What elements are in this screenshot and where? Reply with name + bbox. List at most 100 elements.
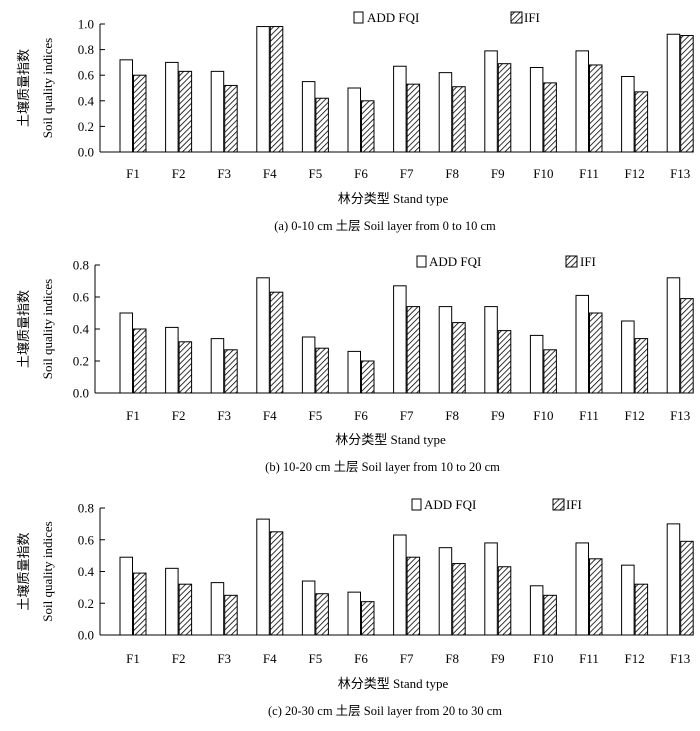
bar-ifi-f12 bbox=[634, 583, 649, 636]
y-tick-label: 0.6 bbox=[78, 68, 95, 83]
bar-ifi-f13 bbox=[680, 298, 694, 394]
bar-ifi-f13 bbox=[680, 540, 694, 636]
x-tick-label-f7: F7 bbox=[400, 408, 414, 423]
legend-swatch-add-fqi bbox=[411, 498, 422, 511]
bar-add-fqi-f13 bbox=[666, 33, 681, 153]
bar-add-fqi-f11 bbox=[575, 542, 589, 636]
x-tick-label-f11: F11 bbox=[579, 408, 599, 423]
bar-ifi-f4 bbox=[269, 531, 284, 636]
y-axis-label-en: Soil quality indices bbox=[40, 38, 55, 138]
bar-add-fqi-f10 bbox=[529, 67, 544, 153]
x-tick-label-f13: F13 bbox=[670, 166, 690, 181]
bar-ifi-f4 bbox=[269, 291, 284, 394]
legend-label-ifi: IFI bbox=[580, 254, 596, 269]
bar-add-fqi-f11 bbox=[575, 294, 589, 394]
x-tick-label-f4: F4 bbox=[263, 408, 277, 423]
y-tick-label: 0.8 bbox=[78, 42, 94, 57]
bar-add-fqi-f4 bbox=[256, 518, 270, 636]
bar-add-fqi-f5 bbox=[301, 580, 316, 636]
bar-ifi-f2 bbox=[178, 583, 193, 636]
x-axis-label: 林分类型 Stand type bbox=[338, 676, 449, 691]
bar-add-fqi-f7 bbox=[393, 285, 407, 394]
bar-add-fqi-f3 bbox=[210, 582, 225, 636]
legend-swatch-ifi bbox=[565, 255, 578, 268]
x-tick-label-f8: F8 bbox=[445, 166, 459, 181]
bar-ifi-f10 bbox=[543, 349, 557, 394]
bar-ifi-f7 bbox=[406, 83, 421, 153]
bar-add-fqi-f5 bbox=[301, 81, 316, 153]
y-axis-label-en: Soil quality indices bbox=[40, 279, 55, 379]
x-tick-label-f1: F1 bbox=[126, 166, 140, 181]
bar-add-fqi-f5 bbox=[301, 336, 316, 394]
y-axis-label-cn: 土壤质量指数 bbox=[16, 290, 31, 368]
bar-add-fqi-f1 bbox=[119, 312, 133, 394]
bar-add-fqi-f2 bbox=[165, 567, 179, 636]
bar-add-fqi-f11 bbox=[575, 50, 589, 153]
bar-add-fqi-f10 bbox=[529, 334, 544, 394]
x-tick-label-f5: F5 bbox=[309, 166, 323, 181]
y-tick-label: 0.2 bbox=[73, 354, 89, 369]
bar-add-fqi-f9 bbox=[484, 542, 498, 636]
bar-ifi-f13 bbox=[680, 35, 694, 153]
bar-add-fqi-f2 bbox=[165, 326, 179, 394]
chart-panel-a: 土壤质量指数 Soil quality indices 0.0 0.2 0.4 0.6 0.… bbox=[16, 10, 694, 233]
x-tick-label-f6: F6 bbox=[354, 651, 368, 666]
charts-layer: 土壤质量指数 Soil quality indices 0.0 0.2 0.4 0.6 0.… bbox=[16, 10, 694, 718]
x-tick-label-f6: F6 bbox=[354, 166, 368, 181]
bar-ifi-f3 bbox=[224, 84, 238, 153]
bar-ifi-f1 bbox=[133, 74, 147, 153]
legend-label-add-fqi: ADD FQI bbox=[429, 254, 481, 269]
y-axis-label-cn: 土壤质量指数 bbox=[16, 49, 31, 127]
bar-add-fqi-f8 bbox=[438, 547, 453, 636]
y-tick-label: 0.0 bbox=[73, 386, 89, 401]
legend-swatch-ifi bbox=[552, 498, 565, 511]
legend-swatch-add-fqi bbox=[416, 255, 427, 268]
x-tick-label-f1: F1 bbox=[126, 408, 140, 423]
bar-add-fqi-f2 bbox=[165, 61, 179, 153]
legend-label-ifi: IFI bbox=[566, 497, 582, 512]
x-tick-label-f13: F13 bbox=[670, 408, 690, 423]
bar-ifi-f6 bbox=[361, 601, 375, 636]
bar-add-fqi-f6 bbox=[347, 350, 361, 394]
bar-ifi-f6 bbox=[361, 100, 375, 153]
bar-ifi-f11 bbox=[589, 64, 603, 153]
legend-swatch-add-fqi bbox=[353, 11, 364, 24]
x-axis-label: 林分类型 Stand type bbox=[335, 432, 446, 447]
x-tick-label-f11: F11 bbox=[579, 166, 599, 181]
y-tick-label: 0.0 bbox=[78, 145, 94, 160]
bar-ifi-f9 bbox=[497, 330, 512, 394]
bar-ifi-f2 bbox=[178, 70, 193, 153]
bar-ifi-f1 bbox=[133, 572, 147, 636]
bar-add-fqi-f6 bbox=[347, 87, 361, 153]
bar-ifi-f12 bbox=[634, 91, 649, 153]
legend-swatch-ifi bbox=[510, 11, 523, 24]
y-tick-label: 0.2 bbox=[78, 596, 94, 611]
bar-add-fqi-f10 bbox=[529, 585, 544, 636]
x-tick-label-f11: F11 bbox=[579, 651, 599, 666]
x-axis-label: 林分类型 Stand type bbox=[338, 191, 449, 206]
y-tick-label: 1.0 bbox=[78, 17, 94, 32]
bar-ifi-f4 bbox=[269, 26, 284, 153]
bar-ifi-f11 bbox=[589, 312, 603, 394]
bar-add-fqi-f3 bbox=[210, 338, 225, 394]
bar-ifi-f8 bbox=[452, 86, 466, 153]
bar-ifi-f5 bbox=[315, 97, 329, 153]
x-tick-label-f1: F1 bbox=[126, 651, 140, 666]
x-tick-label-f10: F10 bbox=[533, 408, 553, 423]
x-tick-label-f6: F6 bbox=[354, 408, 368, 423]
bar-ifi-f7 bbox=[406, 306, 421, 394]
bar-ifi-f9 bbox=[497, 63, 512, 153]
chart-panel-c: 土壤质量指数 Soil quality indices 0.0 0.2 0.4 0.6 0.… bbox=[16, 497, 694, 718]
y-tick-label: 0.2 bbox=[78, 119, 94, 134]
x-tick-label-f9: F9 bbox=[491, 651, 505, 666]
x-tick-label-f12: F12 bbox=[624, 651, 644, 666]
y-tick-label: 0.0 bbox=[78, 628, 94, 643]
bar-ifi-f10 bbox=[543, 82, 557, 153]
bar-add-fqi-f13 bbox=[666, 277, 681, 394]
y-tick-label: 0.6 bbox=[73, 290, 90, 305]
bar-add-fqi-f4 bbox=[256, 277, 270, 394]
x-tick-label-f4: F4 bbox=[263, 651, 277, 666]
bar-ifi-f12 bbox=[634, 338, 649, 394]
bar-ifi-f6 bbox=[361, 360, 375, 394]
bar-ifi-f11 bbox=[589, 558, 603, 636]
